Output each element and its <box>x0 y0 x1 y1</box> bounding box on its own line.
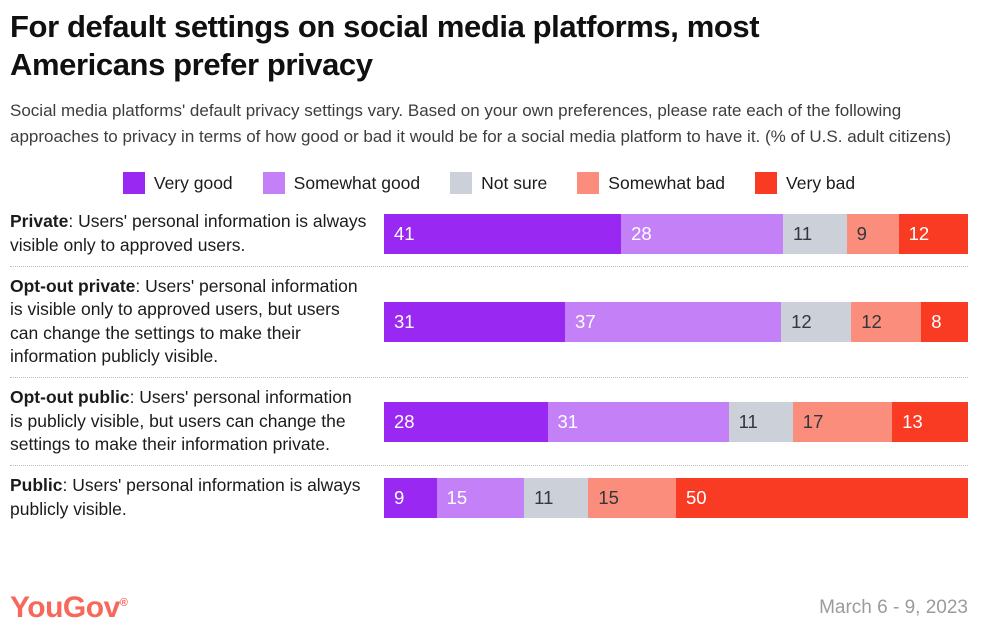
bar-value-label: 28 <box>394 410 415 432</box>
bar-value-label: 28 <box>631 222 652 244</box>
stacked-bar-chart: Private: Users' personal information is … <box>10 202 969 529</box>
bar-segment: 11 <box>782 213 847 254</box>
bar-segment: 28 <box>384 401 548 442</box>
bar-value-label: 11 <box>792 222 813 244</box>
footer: YouGov® March 6 - 9, 2023 <box>10 581 968 625</box>
stacked-bar: 28 31 11 17 13 <box>384 401 968 442</box>
category-description: : Users' personal information is always … <box>10 474 361 519</box>
legend-label: Very bad <box>786 172 856 193</box>
bar-segment: 12 <box>851 301 922 342</box>
bar-value-label: 50 <box>685 486 707 508</box>
chart-row: Opt-out public: Users' personal informat… <box>10 378 968 466</box>
yougov-logo-text: YouGov <box>10 591 120 624</box>
bar-value-label: 9 <box>856 222 867 244</box>
bar-value-label: 31 <box>557 410 579 432</box>
bar-segment: 15 <box>588 477 676 518</box>
stacked-bar: 9 15 11 15 50 <box>384 477 968 518</box>
legend-label: Somewhat good <box>293 172 421 193</box>
category-term: Public <box>10 474 63 495</box>
page-title: For default settings on social media pla… <box>10 9 760 82</box>
bar-value-label: 37 <box>575 310 596 332</box>
chart-row: Public: Users' personal information is a… <box>10 466 968 529</box>
legend-item: Somewhat bad <box>577 172 726 195</box>
legend-swatch-icon <box>122 172 145 195</box>
category-term: Opt-out private <box>10 275 136 296</box>
legend-label: Not sure <box>481 172 548 193</box>
bar-segment: 31 <box>384 301 566 342</box>
bar-value-label: 11 <box>534 486 554 508</box>
bar-value-label: 15 <box>446 486 468 508</box>
bar-value-label: 31 <box>394 310 415 332</box>
bar-segment: 31 <box>547 401 729 442</box>
bar-segment: 41 <box>384 213 622 254</box>
bar-value-label: 8 <box>931 310 942 332</box>
legend-item: Somewhat good <box>262 172 421 195</box>
bar-segment: 15 <box>436 477 525 518</box>
bar-segment: 11 <box>524 477 589 518</box>
bar-segment: 8 <box>921 301 968 342</box>
bar-segment: 12 <box>781 301 852 342</box>
date-range: March 6 - 9, 2023 <box>819 597 968 618</box>
bar-value-label: 12 <box>791 310 812 332</box>
legend-item: Very good <box>122 172 233 195</box>
bar-segment: 11 <box>728 401 793 442</box>
category-description: : Users' personal information is publicl… <box>10 387 352 455</box>
category-label: Public: Users' personal information is a… <box>10 474 384 521</box>
yougov-logo: YouGov® <box>10 591 128 625</box>
bar-value-label: 17 <box>802 410 824 432</box>
category-term: Private <box>10 211 69 232</box>
category-term: Opt-out public <box>10 387 130 408</box>
bar-value-label: 13 <box>902 410 923 432</box>
chart-row: Opt-out private: Users' personal informa… <box>10 267 968 379</box>
bar-value-label: 9 <box>394 486 405 508</box>
bar-segment: 17 <box>792 401 893 442</box>
legend-swatch-icon <box>577 172 600 195</box>
category-description: : Users' personal information is always … <box>10 211 367 255</box>
chart-subtitle: Social media platforms' default privacy … <box>10 100 952 146</box>
category-label: Opt-out private: Users' personal informa… <box>10 275 384 370</box>
bar-segment: 50 <box>675 477 968 518</box>
legend-swatch-icon <box>755 172 778 195</box>
legend-item: Very bad <box>755 172 856 195</box>
bar-segment: 9 <box>846 213 899 254</box>
bar-segment: 12 <box>898 213 969 254</box>
stacked-bar: 41 28 11 9 12 <box>384 213 969 254</box>
legend-label: Very good <box>153 172 233 193</box>
bar-segment: 13 <box>892 401 968 442</box>
legend: Very good Somewhat good Not sure Somewha… <box>10 172 968 195</box>
stacked-bar: 31 37 12 12 8 <box>384 301 968 342</box>
category-description: : Users' personal information is visible… <box>10 275 358 367</box>
bar-value-label: 15 <box>598 486 619 508</box>
category-label: Opt-out public: Users' personal informat… <box>10 386 384 457</box>
registered-mark: ® <box>119 597 128 609</box>
category-label: Private: Users' personal information is … <box>10 210 384 257</box>
legend-label: Somewhat bad <box>608 172 726 193</box>
bar-value-label: 41 <box>394 222 415 244</box>
legend-swatch-icon <box>262 172 285 195</box>
bar-segment: 37 <box>565 301 782 342</box>
chart-row: Private: Users' personal information is … <box>10 202 969 267</box>
bar-value-label: 11 <box>738 410 758 432</box>
bar-value-label: 12 <box>908 222 930 244</box>
legend-swatch-icon <box>450 172 473 195</box>
bar-segment: 9 <box>384 477 437 518</box>
bar-value-label: 12 <box>861 310 882 332</box>
bar-segment: 28 <box>621 213 783 254</box>
legend-item: Not sure <box>450 172 548 195</box>
